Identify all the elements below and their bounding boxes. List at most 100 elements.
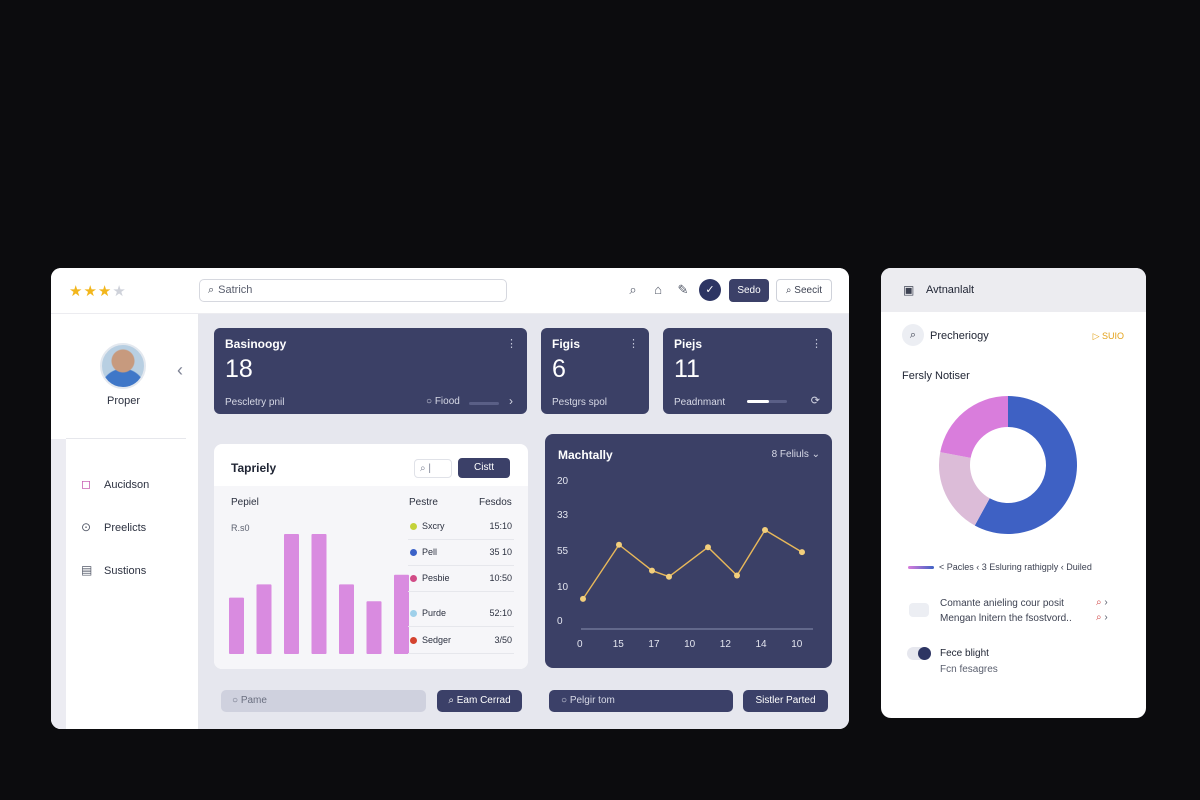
more-icon[interactable]: ⋮ [628,338,639,350]
search-icon: ⌕ [208,284,215,296]
home-icon[interactable]: ⌂ [654,282,662,297]
rating-stars[interactable]: ★★★★ [69,282,127,300]
stat-progress-fill [747,400,769,403]
sidebar-item-sustions[interactable]: ▤ Sustions [81,563,146,577]
search-icon[interactable]: ⌕ [629,282,637,297]
x-tick-label: 10 [684,639,696,650]
clipboard-icon: ▤ [81,563,93,577]
panel-title: Avtnanlalt [926,284,975,296]
section-title: Precheriogy [930,330,989,342]
sidebar-item-preelicts[interactable]: ⊙ Preelicts [81,520,146,534]
card-button[interactable]: Cistt [458,458,510,478]
chat-icon: ◻ [81,477,91,491]
filter-dropdown[interactable]: 8 Feliuls ⌄ [772,449,820,460]
action-button-2[interactable]: Sistler Parted [743,690,828,712]
stat-title: Figis [552,337,581,351]
data-point [616,541,622,548]
legend-dot [410,549,417,556]
stat-link[interactable]: ○ Fiood [426,396,460,407]
search-icon: ⌕ [420,463,426,474]
legend-row: Purde 52:10 [408,607,514,627]
lock-icon: ⊙ [81,520,92,534]
bar [284,534,299,654]
donut-slice [974,396,1077,534]
stat-card-figis[interactable]: Figis ⋮ 6 Pestgrs spol [541,328,649,414]
pen-icon[interactable]: ✎ [677,282,689,297]
secondary-input[interactable]: ○ Pelgir tom [549,690,733,712]
setting-title: Fece blight [940,648,989,659]
legend-dot [410,523,417,530]
sidebar-item-label: Aucidson [104,479,150,491]
y-tick-label: 20 [557,476,569,487]
search-icon[interactable]: ⌕ › [1096,597,1108,608]
profile-avatar[interactable] [100,343,146,389]
list-item-line: Comante anieling cour posit [940,598,1064,609]
collapse-chevron-icon[interactable]: ‹ [177,360,183,380]
stat-card-basinoogy[interactable]: Basinoogy ⋮ 18 Pescletry pnil ○ Fiood › [214,328,527,414]
play-icon: ▷ [1092,331,1102,341]
data-point [666,573,672,580]
legend-name: Pell [422,547,438,557]
top-bar: ★★★★ ⌕ Satrich ⌕ ⌂ ✎ ✓ Sedo ⌕ Seecit [51,268,849,314]
column-header: Fesdos [479,497,512,508]
star-icon: ★ [97,283,113,300]
more-icon[interactable]: ⋮ [811,338,822,350]
legend-value: 52:10 [489,608,512,618]
search-icon[interactable]: ⌕ › [1096,612,1108,623]
card-search[interactable]: ⌕ | [414,459,452,478]
toggle-switch[interactable] [907,647,931,660]
primary-button[interactable]: Sedo [729,279,769,302]
legend-row: Sedger 3/50 [408,634,514,654]
legend-dot [410,575,417,582]
name-input[interactable]: ○ Pame [221,690,426,712]
user-avatar[interactable]: ✓ [699,279,721,301]
profile-name: Proper [106,395,141,407]
setting-subtitle: Fcn fesagres [940,664,998,675]
stat-subtitle: Pescletry pnil [225,397,285,408]
legend-row: Sxcry 15:10 [408,520,514,540]
analytics-panel: ▣ Avtnanlalt ⌕ Precheriogy ▷ SUIO Fersly… [881,268,1146,718]
list-item-line: Mengan lnitern the fsostvord.. [940,613,1072,624]
column-header: Pestre [409,497,438,508]
row-icon [909,603,929,617]
data-point [734,572,740,579]
legend-value: 3/50 [494,635,512,645]
data-point [705,544,711,551]
search-input[interactable]: ⌕ Satrich [199,279,507,302]
search-icon[interactable]: ⌕ [902,324,924,346]
action-button-1[interactable]: ⌕ Eam Cerrad [437,690,522,712]
donut-slice [939,452,990,526]
sidebar-item-aucidson[interactable]: ◻ Aucidson [81,477,149,491]
x-tick-label: 10 [791,639,803,650]
bar [394,574,409,654]
legend-name: Sxcry [422,521,445,531]
sidebar: Proper ‹ ◻ Aucidson ⊙ Preelicts ▤ Sustions [51,314,199,729]
action-button-label: Eam Cerrad [456,695,511,706]
axis-label: R.s0 [231,523,250,533]
data-point [649,567,655,574]
secondary-input-placeholder: Pelgir tom [569,695,615,706]
section-action[interactable]: ▷ SUIO [1093,331,1124,342]
chevron-right-icon: › [1104,612,1108,623]
stat-card-piejs[interactable]: Piejs ⋮ 11 Peadnmant ⟳ [663,328,832,414]
x-tick-label: 17 [648,639,660,650]
chevron-right-icon[interactable]: › [509,394,513,408]
refresh-icon[interactable]: ⟳ [810,395,820,407]
line-chart: 20 33 55 10 0 0 15 17 10 12 14 10 [557,476,813,650]
more-icon[interactable]: ⋮ [506,338,517,350]
main-content: Basinoogy ⋮ 18 Pescletry pnil ○ Fiood › … [199,314,849,729]
section-action-label: SUIO [1101,331,1124,341]
donut-slice [940,396,1008,458]
secondary-button-label: Seecit [794,285,823,296]
bar [256,584,272,654]
y-tick-label: 33 [557,510,569,521]
column-header: Pepiel [231,497,259,508]
card-title: Tapriely [231,461,277,475]
bar [366,601,382,654]
secondary-button[interactable]: ⌕ Seecit [776,279,832,302]
stat-title: Piejs [674,337,703,351]
search-icon: ⌕ [785,285,795,296]
calendar-icon: ▣ [903,283,915,297]
star-icon: ★ [83,283,98,300]
toggle-knob [918,647,931,660]
